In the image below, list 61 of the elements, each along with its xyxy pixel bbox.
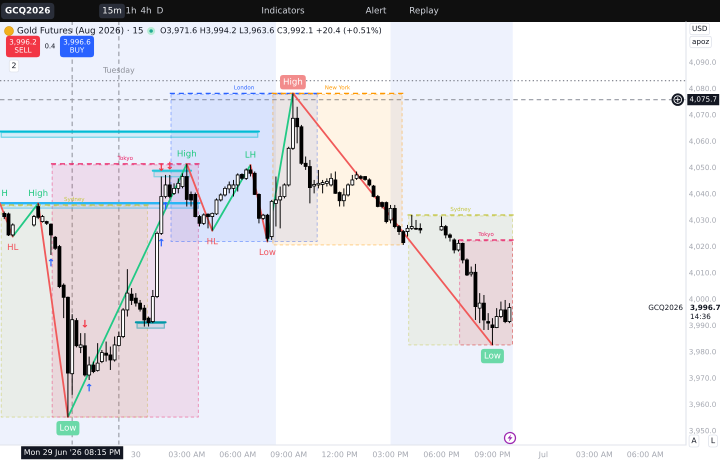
text: Alert — [366, 6, 386, 14]
candlestick — [184, 163, 189, 208]
annotation: High — [284, 78, 302, 86]
candlestick — [206, 212, 210, 229]
text: 1h — [126, 6, 136, 14]
annotation: ↑ — [163, 202, 168, 210]
annotation: LH — [246, 151, 256, 158]
candlestick — [104, 341, 108, 362]
annotation: ↓ — [82, 320, 88, 328]
annotation: Low — [484, 352, 501, 359]
candlestick — [6, 212, 10, 236]
text: Replay — [410, 6, 439, 16]
annotation: ↑ — [48, 258, 54, 266]
candlestick — [503, 299, 508, 324]
annotation: ↓ — [158, 163, 164, 171]
candlestick — [108, 346, 112, 370]
candlestick — [444, 224, 448, 239]
text: Gold Futures (Aug 2026) · 15 — [17, 26, 143, 36]
annotation: High — [178, 150, 196, 158]
text: O3,971.6 H3,994.2 L3,963.6 C3,992.1 +20.4 (+0.51%) — [160, 27, 382, 34]
candlestick — [401, 229, 406, 246]
annotation: ↑ — [86, 384, 92, 392]
candlestick — [202, 212, 206, 226]
annotation: High — [29, 189, 48, 198]
annotation: ↑ — [158, 238, 164, 246]
candlestick — [508, 302, 512, 324]
candlestick — [452, 238, 456, 254]
candlestick — [134, 292, 138, 308]
candlestick — [172, 182, 176, 196]
candlestick — [168, 174, 172, 199]
candlestick — [236, 172, 240, 192]
candlestick — [96, 342, 100, 372]
text: D — [157, 7, 163, 14]
candlestick — [418, 222, 422, 234]
text: 15m — [103, 7, 122, 14]
candlestick — [482, 294, 486, 330]
candlestick — [384, 201, 388, 224]
candlestick — [490, 318, 494, 346]
candlestick — [49, 222, 53, 256]
candlestick — [308, 159, 312, 204]
candlestick — [278, 186, 282, 229]
text: GCQ2026 — [5, 6, 50, 15]
candlestick — [214, 198, 218, 216]
candlestick — [342, 188, 346, 208]
text: 4h — [140, 6, 151, 14]
annotation: HL — [207, 238, 218, 244]
annotation: Low — [260, 248, 276, 256]
annotation: Low — [60, 424, 76, 431]
annotation: H — [2, 190, 8, 196]
candlestick — [176, 178, 180, 194]
annotation: HL — [8, 244, 18, 250]
text: Indicators — [262, 6, 304, 14]
candlestick — [244, 168, 248, 180]
candlestick — [142, 304, 146, 328]
candlestick — [388, 204, 392, 224]
candlestick — [494, 308, 499, 329]
candlestick — [410, 214, 414, 230]
candlestick — [414, 219, 418, 230]
candlestick — [440, 216, 444, 232]
candlestick — [392, 204, 397, 229]
candlestick — [227, 181, 232, 194]
